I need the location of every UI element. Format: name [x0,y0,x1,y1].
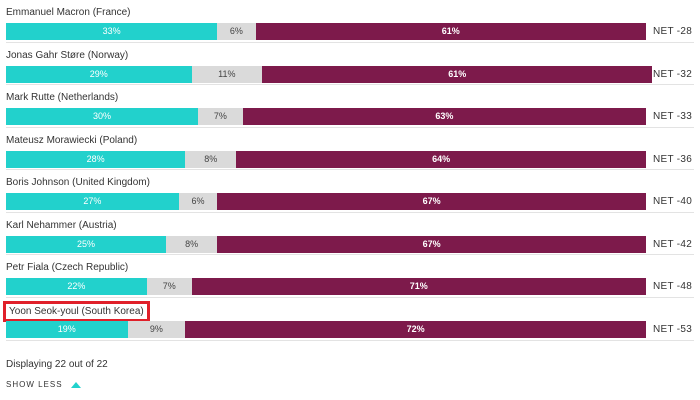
net-label: NET -36 [653,153,693,165]
row-divider [6,41,694,43]
net-label: NET -48 [653,281,693,292]
bar-segment-approve: 19% [6,320,128,338]
category-label: Boris Johnson (United Kingdom) [6,177,150,188]
bar-segment-disapprove: 63% [242,108,646,125]
stacked-bar: 25% 8% 67% [6,235,646,253]
chart-row: Boris Johnson (United Kingdom) 27% 6% 67% NE… [0,169,700,213]
bar-segment-neutral: 9% [127,320,186,338]
net-label: NET -33 [653,111,693,122]
stacked-bar: 33% 6% 61% [6,23,646,40]
displaying-count: Displaying 22 out of 22 [6,359,108,370]
stacked-bar: 28% 8% 64% [6,150,646,168]
net-label: NET -32 [653,68,693,80]
bar-segment-neutral: 7% [198,108,243,125]
caret-up-icon [70,381,81,388]
show-less-button[interactable]: SHOW LESS [6,380,81,389]
net-label: NET -40 [653,196,693,207]
stacked-bar: 29% 11% 61% [6,65,653,83]
row-divider [6,254,694,255]
bar-segment-approve: 33% [6,23,218,40]
bar-segment-neutral: 8% [166,235,218,253]
bar-segment-disapprove: 67% [217,235,646,253]
category-label: Jonas Gahr Støre (Norway) [6,49,129,61]
net-label: NET -42 [653,238,693,250]
chart-row: Petr Fiala (Czech Republic) 22% 7% 71% NET -… [0,254,700,298]
category-label: Karl Nehammer (Austria) [6,219,117,231]
chart-row: Karl Nehammer (Austria) 25% 8% 67% NET -42 [0,211,700,256]
bar-segment-neutral: 8% [185,150,237,168]
stacked-bar: 27% 6% 67% [6,193,646,210]
bar-segment-approve: 22% [6,278,147,295]
bar-segment-neutral: 6% [178,193,218,210]
row-divider [6,296,694,298]
bar-segment-neutral: 11% [191,65,262,83]
category-label: Mateusz Morawiecki (Poland) [6,134,138,146]
bar-segment-approve: 29% [6,65,192,83]
bar-segment-neutral: 6% [217,23,256,40]
net-label: NET -28 [653,26,693,37]
show-less-label: SHOW LESS [6,380,63,389]
category-label: Yoon Seok-youl (South Korea) [3,300,150,322]
category-label: Petr Fiala (Czech Republic) [6,262,129,273]
bar-segment-disapprove: 71% [191,278,646,295]
net-label: NET -53 [653,323,693,335]
row-divider [6,84,694,85]
chart-row: Mark Rutte (Netherlands) 30% 7% 63% NET -33 [0,84,700,128]
bar-segment-neutral: 7% [146,278,192,295]
bar-segment-approve: 27% [6,193,179,210]
bar-segment-disapprove: 72% [185,320,646,338]
chart-row: Mateusz Morawiecki (Poland) 28% 8% 64% NET -… [0,126,700,171]
bar-segment-disapprove: 61% [255,23,646,40]
row-divider [6,169,694,170]
row-divider [6,211,694,213]
category-label: Emmanuel Macron (France) [6,7,131,18]
bar-segment-approve: 30% [6,108,198,125]
stacked-bar: 30% 7% 63% [6,108,646,125]
chart-row: Yoon Seok-youl (South Korea) 19% 9% 72% NET … [0,296,700,341]
chart-row: Jonas Gahr Støre (Norway) 29% 11% 61% NET -3… [0,41,700,86]
stacked-bar: 19% 9% 72% [6,320,646,338]
bar-segment-disapprove: 64% [236,150,646,168]
bar-segment-approve: 25% [6,235,166,253]
chart-row: Emmanuel Macron (France) 33% 6% 61% NET -28 [0,0,700,43]
category-label: Mark Rutte (Netherlands) [6,92,119,103]
stacked-bar: 22% 7% 71% [6,278,646,295]
bar-segment-disapprove: 61% [262,65,653,83]
row-divider [6,340,694,341]
row-divider [6,126,694,128]
bar-segment-approve: 28% [6,150,186,168]
bar-segment-disapprove: 67% [217,193,646,210]
